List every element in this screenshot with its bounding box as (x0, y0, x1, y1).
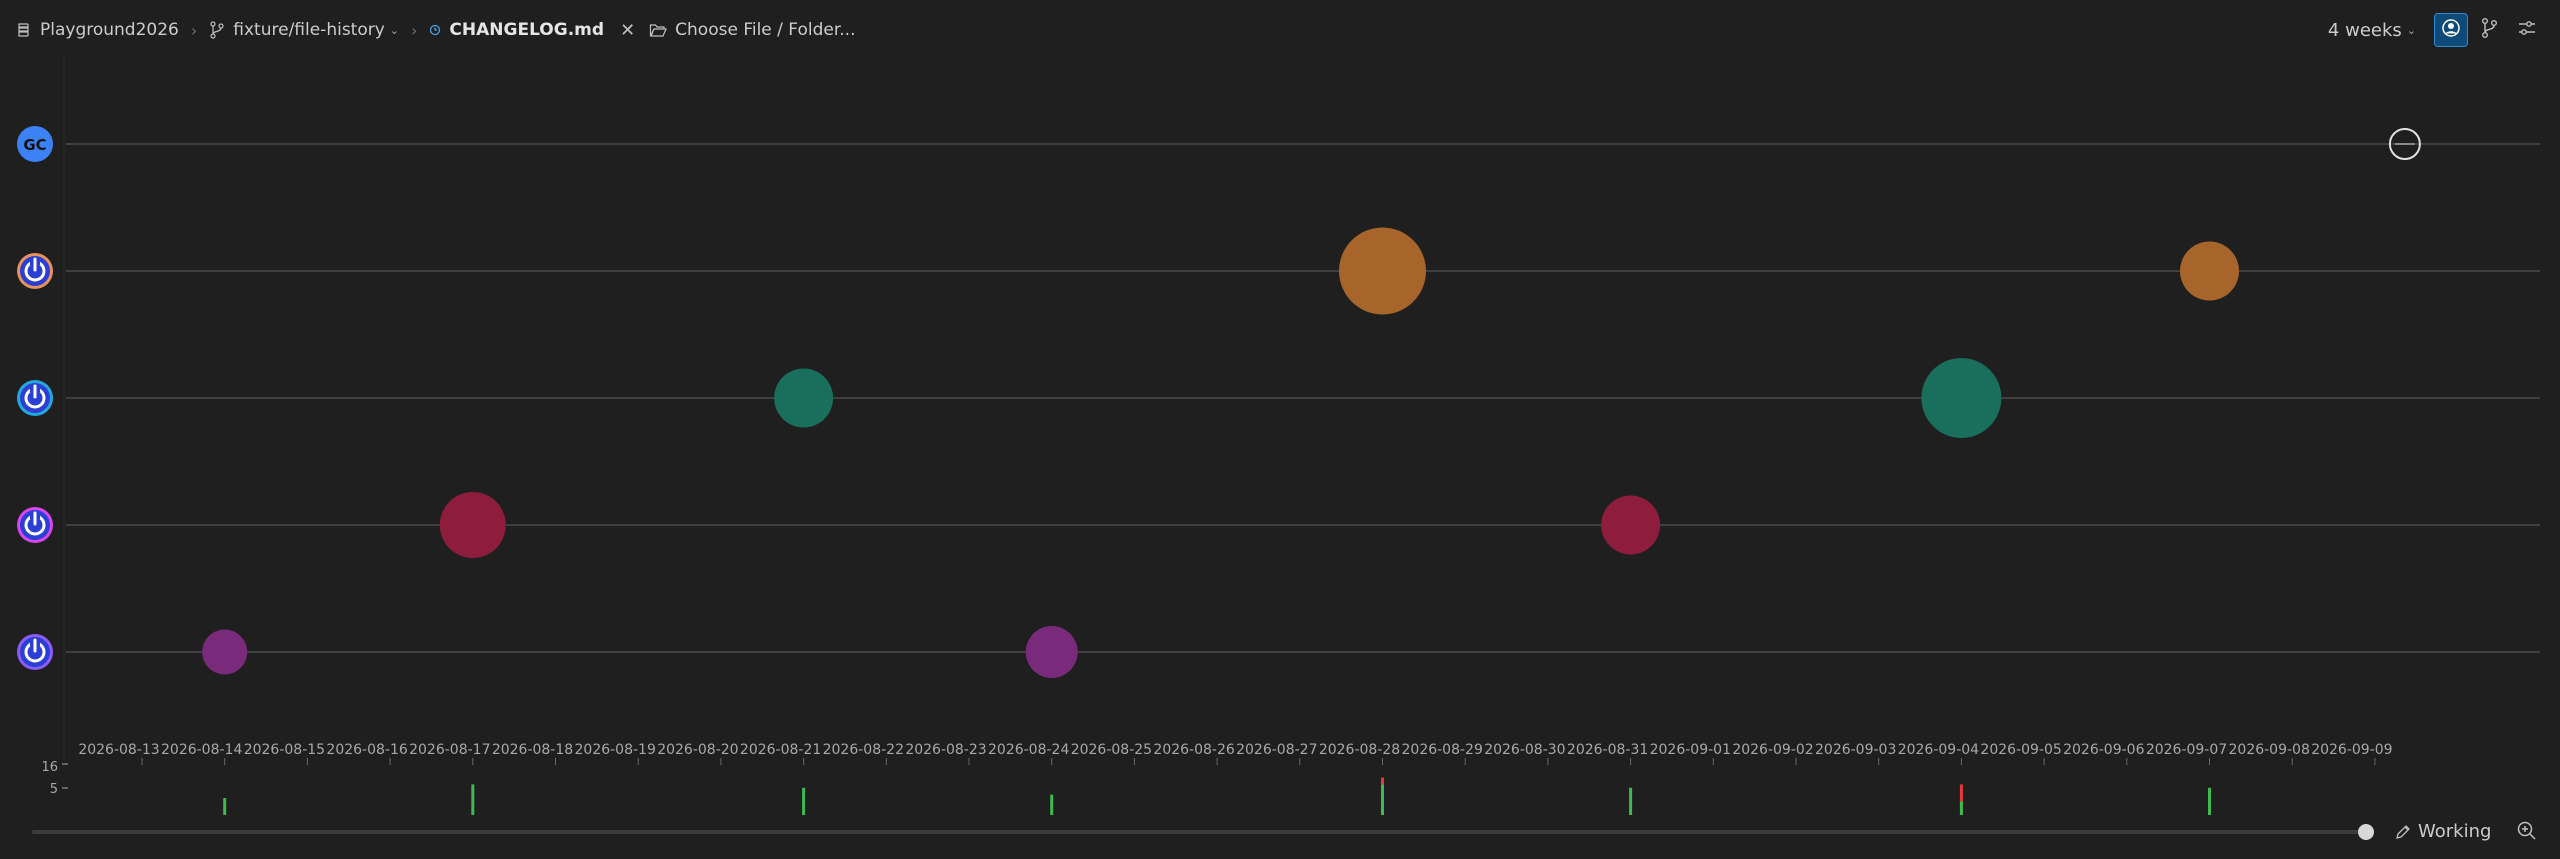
commit-point[interactable] (1339, 227, 1426, 315)
repo-name: Playground2026 (40, 20, 179, 40)
account-icon (2441, 18, 2461, 42)
x-tick-label: 2026-08-21 (740, 742, 821, 758)
x-tick-label: 2026-08-13 (78, 742, 159, 758)
x-tick-label: 2026-08-19 (575, 742, 656, 758)
working-label: Working (2418, 821, 2492, 842)
x-tick-label: 2026-09-05 (1980, 742, 2061, 758)
x-tick-label: 2026-08-25 (1071, 742, 1152, 758)
toolbar: Playground2026 › fixture/file-history ⌄ … (0, 0, 2560, 60)
toggle-avatars-button[interactable] (2434, 13, 2468, 47)
histogram-additions-bar (1050, 794, 1054, 815)
histogram-y-max-label: 16 (41, 760, 58, 775)
histogram-y-mid-label: 5 (50, 782, 58, 797)
settings-button[interactable] (2510, 13, 2544, 47)
branch-crumb[interactable]: fixture/file-history ⌄ (209, 20, 399, 40)
chevron-down-icon: ⌄ (2406, 23, 2416, 37)
file-name: CHANGELOG.md (449, 20, 605, 40)
histogram-additions-bar (1381, 784, 1384, 815)
commit-point[interactable] (2180, 241, 2239, 301)
x-tick-label: 2026-08-24 (988, 742, 1069, 758)
x-tick-label: 2026-08-26 (1153, 742, 1234, 758)
commit-point[interactable] (202, 629, 248, 675)
x-tick-label: 2026-08-22 (823, 742, 904, 758)
working-changes-marker[interactable] (2388, 128, 2421, 160)
period-label: 4 weeks (2327, 19, 2402, 41)
file-crumb[interactable]: CHANGELOG.md (429, 20, 604, 40)
x-tick-label: 2026-09-06 (2063, 742, 2144, 758)
commit-point[interactable] (1025, 626, 1078, 678)
avatar[interactable] (17, 380, 53, 416)
x-tick-label: 2026-08-20 (657, 742, 738, 758)
histogram-additions-bar (1629, 787, 1633, 815)
zoom-slider-handle[interactable] (2358, 824, 2374, 840)
svg-text:GC: GC (23, 136, 46, 154)
x-tick-label: 2026-09-07 (2146, 742, 2227, 758)
x-tick-label: 2026-08-14 (161, 742, 242, 758)
x-tick-label: 2026-08-29 (1402, 742, 1483, 758)
repository-icon (16, 22, 32, 38)
histogram-deletions-bar (1381, 777, 1384, 785)
histogram-deletions-bar (1959, 784, 1963, 802)
zoom-slider[interactable] (32, 830, 2362, 834)
branch-name: fixture/file-history (233, 20, 385, 40)
commit-point[interactable] (1921, 358, 2002, 438)
breadcrumb-separator: › (190, 20, 198, 40)
x-tick-label: 2026-08-16 (326, 742, 407, 758)
history-icon (429, 24, 441, 36)
x-tick-label: 2026-08-17 (409, 742, 490, 758)
histogram-additions-bar (802, 787, 806, 815)
x-tick-label: 2026-09-08 (2229, 742, 2310, 758)
git-branch-icon (209, 21, 225, 39)
histogram-additions-bar (2208, 787, 2211, 815)
commit-point[interactable] (774, 368, 834, 428)
choose-file-label: Choose File / Folder... (675, 20, 856, 40)
x-tick-label: 2026-08-31 (1567, 742, 1648, 758)
x-tick-label: 2026-08-15 (244, 742, 325, 758)
x-tick-label: 2026-09-03 (1815, 742, 1896, 758)
x-tick-label: 2026-09-09 (2311, 742, 2392, 758)
zoom-in-button[interactable] (2516, 820, 2538, 846)
x-tick-label: 2026-08-30 (1484, 742, 1565, 758)
x-tick-label: 2026-09-02 (1732, 742, 1813, 758)
avatar[interactable] (17, 253, 53, 289)
choose-file-button[interactable]: Choose File / Folder... (649, 20, 856, 40)
folder-open-icon (649, 22, 668, 38)
branches-button[interactable] (2472, 13, 2506, 47)
zoom-in-icon (2516, 821, 2538, 846)
commit-point[interactable] (439, 492, 506, 558)
avatar[interactable] (17, 634, 53, 670)
close-icon[interactable]: ✕ (620, 19, 636, 41)
repo-crumb[interactable]: Playground2026 (16, 20, 179, 40)
x-tick-label: 2026-08-18 (492, 742, 573, 758)
x-tick-label: 2026-09-01 (1650, 742, 1731, 758)
pencil-icon (2394, 823, 2412, 841)
working-status: Working (2394, 821, 2491, 842)
avatar[interactable] (17, 507, 53, 543)
histogram-additions-bar (223, 798, 227, 815)
avatar-initials[interactable]: GC (17, 126, 53, 162)
breadcrumb-separator: › (411, 20, 418, 40)
histogram-additions-bar (1959, 801, 1963, 815)
x-tick-label: 2026-08-27 (1236, 742, 1317, 758)
x-tick-label: 2026-08-28 (1319, 742, 1400, 758)
x-tick-label: 2026-09-04 (1898, 742, 1979, 758)
x-tick-label: 2026-08-23 (905, 742, 986, 758)
period-select[interactable]: 4 weeks ⌄ (2328, 20, 2416, 41)
chevron-down-icon: ⌄ (389, 23, 400, 37)
histogram-additions-bar (471, 784, 475, 815)
settings-sliders-icon (2517, 19, 2537, 41)
commit-point[interactable] (1601, 495, 1661, 555)
git-branch-icon (2480, 17, 2498, 43)
